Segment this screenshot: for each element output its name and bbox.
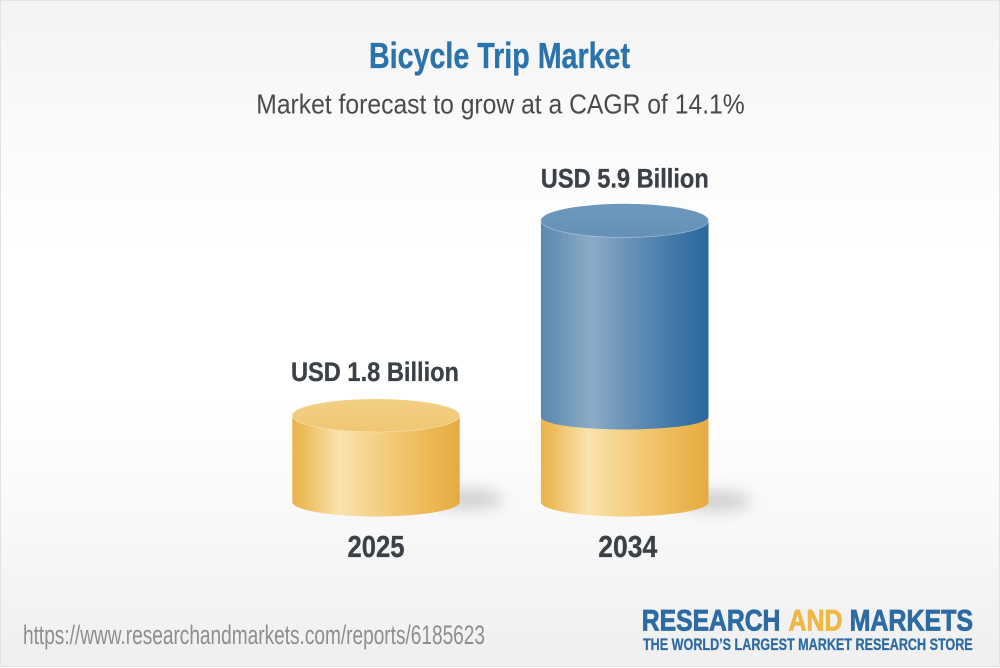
svg-text:2034: 2034 [598, 529, 658, 564]
svg-text:RESEARCH: RESEARCH [642, 605, 781, 638]
svg-text:AND: AND [789, 605, 843, 638]
svg-text:https://www.researchandmarkets: https://www.researchandmarkets.com/repor… [23, 620, 485, 650]
svg-text:MARKETS: MARKETS [850, 605, 974, 638]
svg-text:2025: 2025 [348, 529, 405, 564]
svg-text:USD 5.9 Billion: USD 5.9 Billion [541, 163, 709, 193]
svg-text:THE WORLD’S LARGEST MARKET RES: THE WORLD’S LARGEST MARKET RESEARCH STOR… [643, 636, 973, 654]
svg-text:Market forecast to grow at a C: Market forecast to grow at a CAGR of 14.… [256, 89, 745, 120]
svg-text:USD 1.8 Billion: USD 1.8 Billion [291, 357, 459, 387]
svg-text:Bicycle Trip Market: Bicycle Trip Market [369, 35, 630, 76]
